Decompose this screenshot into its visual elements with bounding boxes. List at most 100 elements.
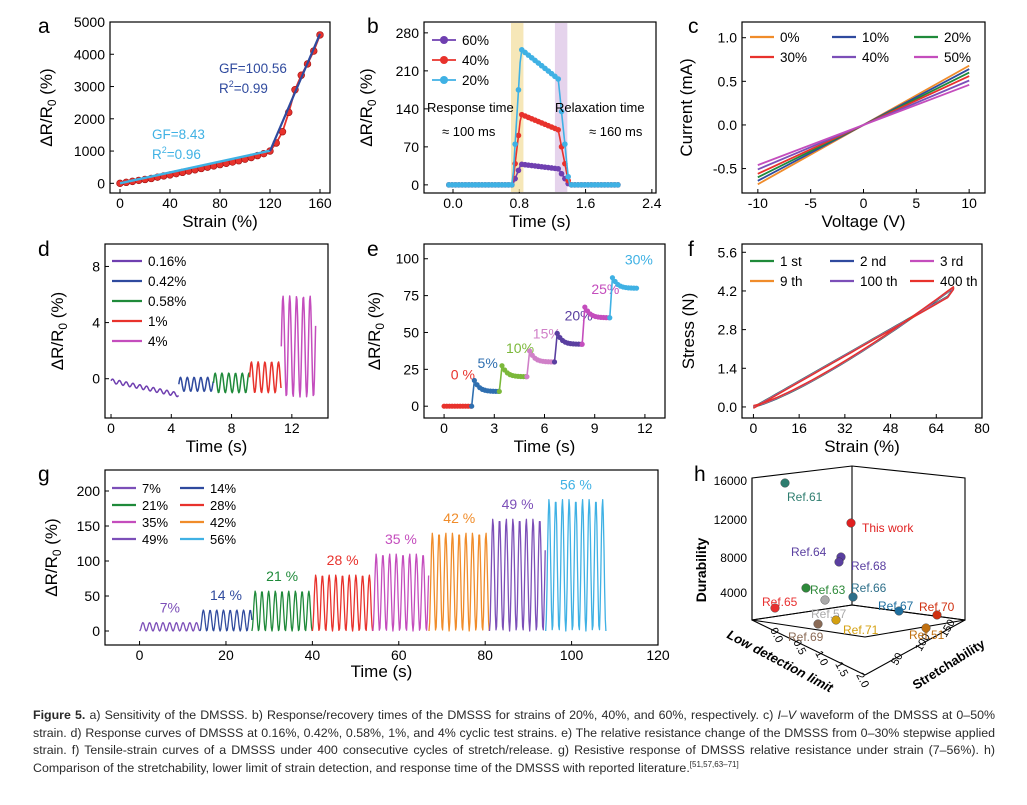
y-tick-label: 4.2 — [718, 283, 738, 299]
legend-label: 7% — [142, 481, 161, 496]
legend-label: 400 th — [940, 274, 978, 289]
x-axis — [751, 619, 866, 676]
panel-h: 400080001200016000Durability0.00.51.01.5… — [693, 465, 988, 696]
data-point — [562, 141, 568, 147]
response-segment — [212, 372, 251, 394]
data-point — [515, 87, 522, 93]
data-point — [579, 341, 585, 347]
y-tick-label: 4 — [92, 315, 100, 331]
y-tick-label: 0 — [92, 623, 100, 639]
legend-label: 20% — [944, 30, 971, 45]
data-point — [555, 76, 562, 82]
y-tick-label: 5000 — [74, 14, 105, 30]
y-tick-label: 0.5 — [718, 73, 738, 89]
block-label: 7% — [160, 600, 180, 616]
data-point — [471, 377, 477, 384]
x-tick-label: 80 — [974, 420, 990, 436]
response-segment — [280, 295, 317, 398]
y-tick-label: 50 — [403, 324, 419, 340]
scatter-point — [813, 619, 823, 629]
x-tick-label: 4 — [167, 420, 175, 436]
scatter-point — [894, 606, 904, 616]
block-label: 35 % — [385, 531, 417, 547]
x-axis-label: Time (s) — [509, 212, 571, 231]
scatter-point — [770, 603, 780, 613]
legend-label: 10% — [862, 30, 889, 45]
data-point — [607, 315, 613, 321]
scatter-point — [831, 615, 841, 625]
data-point — [469, 403, 475, 409]
scatter-point — [820, 595, 830, 605]
x-tick-label: 6 — [541, 420, 549, 436]
fit-line-high — [268, 33, 322, 152]
caption-refs: [51,57,63–71] — [689, 759, 739, 769]
x-tick-label: 5 — [912, 195, 920, 211]
figure-5: a b cd e fg h0 40 80 120 160010002000300040005000… — [37, 14, 990, 696]
x-axis-label: Voltage (V) — [821, 212, 905, 231]
legend-label: 3 rd — [940, 254, 963, 269]
panel-letter-h: h — [694, 463, 706, 486]
plot-frame — [104, 469, 659, 646]
response-segment — [248, 361, 282, 394]
x-tick-label: 80 — [477, 647, 493, 663]
legend-marker — [440, 56, 448, 64]
y-tick-label: 25 — [403, 361, 419, 377]
x-tick-label: 9 — [591, 420, 599, 436]
panel-letter-g: g — [38, 463, 50, 486]
legend-label: 28% — [210, 498, 236, 513]
legend-label: 1% — [148, 314, 168, 329]
x-tick-label: 120 — [258, 195, 282, 211]
y-axis — [864, 619, 966, 676]
legend-label: 40% — [462, 53, 489, 68]
legend-label: 30% — [780, 50, 807, 65]
legend-label: 56% — [210, 532, 236, 547]
x-tick-label: 0 — [750, 420, 758, 436]
z-tick-label: 8000 — [720, 551, 747, 565]
data-point — [558, 170, 565, 177]
x-tick-label: 64 — [928, 420, 944, 436]
point-label: Ref.67 — [878, 599, 914, 613]
y-tick-label: 100 — [77, 553, 101, 569]
x-tick-label: 12 — [637, 420, 653, 436]
legend-label: 9 th — [780, 274, 803, 289]
legend-label: 20% — [462, 73, 489, 88]
data-point — [524, 374, 530, 380]
relaxation-time-value: ≈ 160 ms — [589, 124, 643, 139]
response-segment — [178, 376, 214, 393]
x-axis-label: Time (s) — [514, 437, 576, 456]
caption-label: Figure 5. — [33, 708, 86, 722]
step-label: 10% — [506, 340, 534, 356]
y-axis-label: ΔR/R0 (%) — [42, 518, 64, 596]
data-point — [551, 359, 558, 365]
y-tick-label: 0.0 — [718, 117, 738, 133]
y-tick-label: 0 — [97, 175, 105, 191]
scatter-point — [846, 518, 856, 528]
data-point — [509, 182, 515, 188]
data-point — [496, 388, 502, 395]
scatter-point — [801, 583, 811, 593]
annotation-r2: R2=0.99 — [219, 79, 268, 96]
y-axis-label: Stress (N) — [679, 293, 698, 370]
z-axis-label: Durability — [693, 538, 709, 603]
scatter-point — [921, 623, 931, 633]
point-label: This work — [862, 521, 914, 535]
step-label: 5% — [478, 355, 498, 371]
x-tick-label: 48 — [883, 420, 899, 436]
block-label: 28 % — [327, 552, 359, 568]
scatter-point — [932, 610, 942, 620]
y-tick-label: 50 — [84, 588, 100, 604]
y-axis-label: Current (mA) — [677, 58, 696, 156]
panel-letter-f: f — [688, 238, 694, 261]
x-tick-label: 0 — [860, 195, 868, 211]
y-tick-label: 210 — [396, 63, 420, 79]
y-tick-label: 4000 — [74, 46, 105, 62]
panel-letter-a: a — [38, 15, 50, 38]
y-tick-label: 70 — [403, 139, 419, 155]
y-tick-label: 3000 — [74, 79, 105, 95]
y-tick-label: 1.4 — [718, 360, 738, 376]
y-tick-label: 100 — [396, 251, 420, 267]
x-axis-label: Strain (%) — [824, 437, 900, 456]
x-tick-label: 8 — [228, 420, 236, 436]
step-label: 30% — [625, 252, 653, 268]
